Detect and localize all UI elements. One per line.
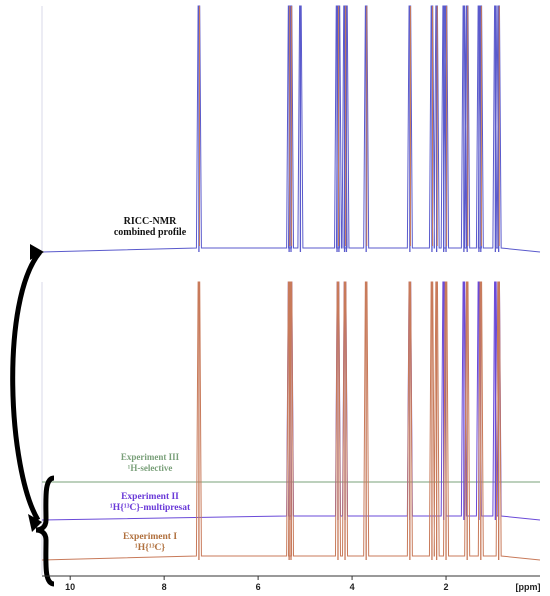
curly-brace (35, 475, 55, 587)
experiment-iii-label-line-1: Experiment III (121, 452, 180, 462)
x-tick-label: 4 (350, 582, 355, 592)
brackets-and-arrow (10, 244, 55, 587)
arrowhead-top (30, 244, 44, 260)
x-tick-label: 10 (65, 582, 75, 592)
experiment-iii-label-line-2: ¹H-selective (128, 463, 173, 473)
arrowhead-bottom (28, 514, 42, 532)
experiment-i-label-line-1: Experiment I (123, 532, 177, 542)
combined-profile-label-line-2: combined profile (114, 227, 187, 238)
combined-profile-panel (41, 5, 541, 254)
curved-arrow (10, 250, 42, 522)
experiment-ii-label-line-1: Experiment II (121, 492, 179, 502)
x-axis-label: [ppm] (516, 582, 541, 592)
x-axis: 10 8 6 4 2 [ppm] (42, 575, 541, 592)
experiments-panel (41, 281, 541, 575)
experiment-i-label-line-2: ¹H{¹³C} (135, 543, 166, 553)
x-tick-label: 2 (444, 582, 449, 592)
combined-profile-trace (41, 5, 541, 253)
x-tick-label: 8 (162, 582, 167, 592)
x-tick-label: 6 (256, 582, 261, 592)
combined-profile-label-line-1: RICC-NMR (124, 216, 178, 227)
experiment-i-trace (41, 281, 541, 561)
experiment-ii-label-line-2: ¹H{¹³C}-multipresat (110, 503, 191, 513)
